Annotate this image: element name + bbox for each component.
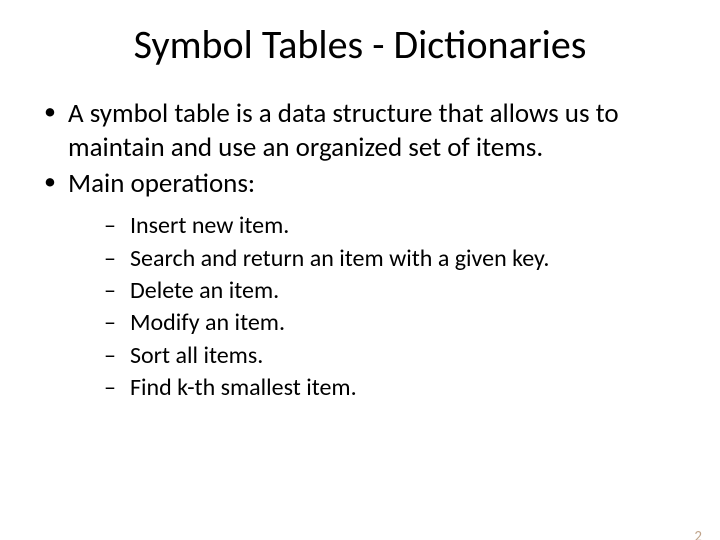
list-item: Sort all items. <box>104 340 680 372</box>
list-item: Insert new item. <box>104 210 680 242</box>
list-item: Find k-th smallest item. <box>104 372 680 404</box>
sub-bullet-list: Insert new item. Search and return an it… <box>68 210 680 404</box>
list-item: Main operations: Insert new item. Search… <box>40 167 680 405</box>
list-item: A symbol table is a data structure that … <box>40 97 680 165</box>
bullet-list: A symbol table is a data structure that … <box>40 97 680 405</box>
page-title: Symbol Tables - Dictionaries <box>0 20 720 69</box>
slide: Symbol Tables - Dictionaries A symbol ta… <box>0 20 720 540</box>
list-item: Search and return an item with a given k… <box>104 243 680 275</box>
list-item: Delete an item. <box>104 275 680 307</box>
slide-body: A symbol table is a data structure that … <box>0 97 720 405</box>
list-item: Modify an item. <box>104 307 680 339</box>
page-number: 2 <box>694 528 702 540</box>
list-item-label: Main operations: <box>68 167 255 200</box>
